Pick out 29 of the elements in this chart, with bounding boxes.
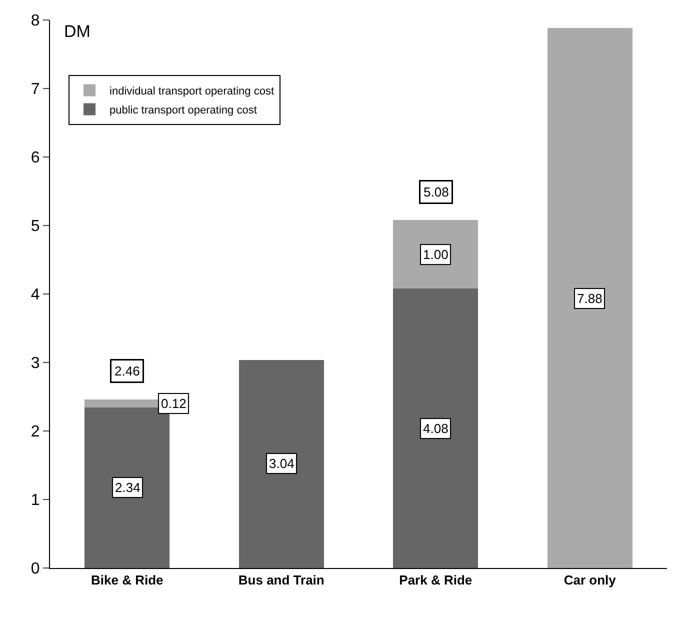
data-label: 3.04 [269, 456, 294, 471]
bar [84, 408, 170, 568]
data-label: 0.12 [161, 396, 186, 411]
legend-label: individual transport operating cost [110, 86, 274, 98]
bar [547, 28, 632, 568]
bar [393, 288, 478, 568]
y-tick-label: 6 [30, 150, 40, 167]
legend-label: public transport operating cost [110, 104, 257, 117]
data-label: 2.34 [115, 480, 140, 495]
data-label: 4.08 [423, 421, 448, 436]
y-tick-label: 7 [30, 81, 40, 98]
y-tick-label: 5 [30, 218, 40, 236]
y-axis-title: DM [64, 22, 90, 41]
bar [393, 220, 478, 289]
y-tick-label: 2 [30, 424, 40, 441]
x-tick-label: Car only [564, 572, 617, 588]
y-tick-label: 1 [30, 492, 40, 510]
y-tick-label: 3 [30, 355, 40, 372]
x-tick-label: Park & Ride [399, 572, 472, 588]
total-label: 2.46 [114, 364, 140, 378]
data-label: 1.00 [423, 247, 448, 262]
x-tick-label: Bike & Ride [91, 572, 164, 588]
bar [238, 360, 324, 568]
y-tick-label: 4 [30, 286, 40, 304]
y-tick-label: 0 [30, 560, 40, 578]
total-label: 5.08 [424, 184, 449, 200]
data-label: 7.88 [577, 291, 602, 306]
y-tick-label: 8 [30, 12, 40, 30]
x-tick-label: Bus and Train [238, 572, 324, 588]
